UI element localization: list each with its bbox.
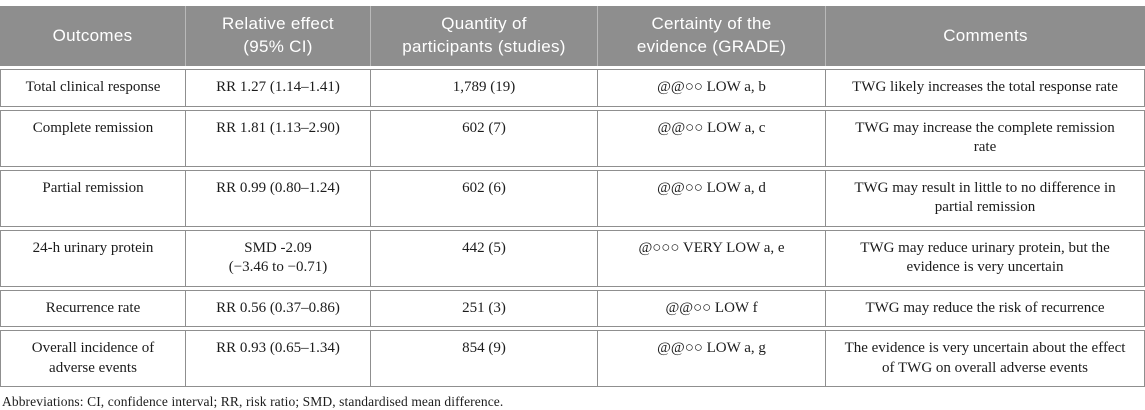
table-row-partial-remission: Partial remission RR 0.99 (0.80–1.24) 60… (0, 169, 1145, 227)
cell-comment: TWG may increase the complete remission … (825, 109, 1145, 167)
cell-relative-effect: RR 1.81 (1.13–2.90) (185, 109, 370, 167)
cell-relative-effect: RR 0.93 (0.65–1.34) (185, 330, 370, 387)
header-row: Outcomes Relative effect (95% CI) Quanti… (0, 6, 1145, 66)
cell-relative-effect: RR 1.27 (1.14–1.41) (185, 69, 370, 107)
cell-certainty: @@○○ LOW a, d (597, 169, 825, 227)
cell-participants: 251 (3) (370, 289, 597, 327)
table-row-complete-remission: Complete remission RR 1.81 (1.13–2.90) 6… (0, 109, 1145, 167)
cell-outcome: 24-h urinary protein (0, 229, 185, 287)
cell-participants: 442 (5) (370, 229, 597, 287)
abbreviations-footnote: Abbreviations: CI, confidence interval; … (2, 394, 504, 409)
cell-participants: 1,789 (19) (370, 69, 597, 107)
cell-comment: The evidence is very uncertain about the… (825, 330, 1145, 387)
cell-outcome: Total clinical response (0, 69, 185, 107)
table-row-total-clinical-response: Total clinical response RR 1.27 (1.14–1.… (0, 69, 1145, 107)
cell-participants: 854 (9) (370, 330, 597, 387)
cell-outcome: Recurrence rate (0, 289, 185, 327)
cell-relative-effect: SMD -2.09 (−3.46 to −0.71) (185, 229, 370, 287)
cell-comment: TWG may reduce urinary protein, but the … (825, 229, 1145, 287)
cell-certainty: @@○○ LOW a, b (597, 69, 825, 107)
cell-participants: 602 (6) (370, 169, 597, 227)
table-row-24h-urinary-protein: 24-h urinary protein SMD -2.09 (−3.46 to… (0, 229, 1145, 287)
column-header-certainty: Certainty of the evidence (GRADE) (597, 6, 825, 66)
table-row-recurrence-rate: Recurrence rate RR 0.56 (0.37–0.86) 251 … (0, 289, 1145, 327)
cell-comment: TWG may result in little to no differenc… (825, 169, 1145, 227)
cell-relative-effect: RR 0.56 (0.37–0.86) (185, 289, 370, 327)
cell-comment: TWG likely increases the total response … (825, 69, 1145, 107)
cell-relative-effect: RR 0.99 (0.80–1.24) (185, 169, 370, 227)
column-header-relative-effect: Relative effect (95% CI) (185, 6, 370, 66)
cell-certainty: @@○○ LOW a, g (597, 330, 825, 387)
table-row-adverse-events: Overall incidence of adverse events RR 0… (0, 330, 1145, 387)
cell-outcome: Overall incidence of adverse events (0, 330, 185, 387)
cell-comment: TWG may reduce the risk of recurrence (825, 289, 1145, 327)
cell-certainty: @○○○ VERY LOW a, e (597, 229, 825, 287)
column-header-participants: Quantity of participants (studies) (370, 6, 597, 66)
cell-certainty: @@○○ LOW f (597, 289, 825, 327)
cell-certainty: @@○○ LOW a, c (597, 109, 825, 167)
column-header-outcomes: Outcomes (0, 6, 185, 66)
cell-participants: 602 (7) (370, 109, 597, 167)
cell-outcome: Partial remission (0, 169, 185, 227)
grade-summary-of-findings-table: Outcomes Relative effect (95% CI) Quanti… (0, 3, 1145, 390)
column-header-comments: Comments (825, 6, 1145, 66)
cell-outcome: Complete remission (0, 109, 185, 167)
